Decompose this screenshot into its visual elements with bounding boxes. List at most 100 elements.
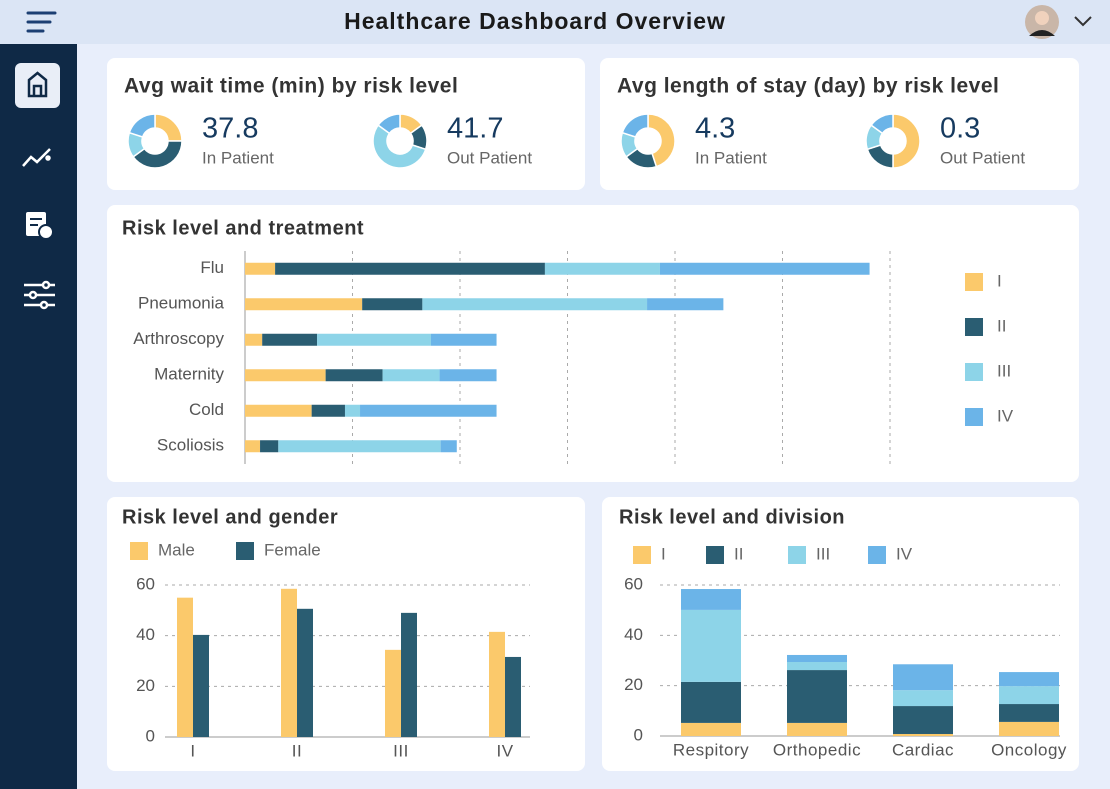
home-icon bbox=[27, 71, 48, 98]
y-tick-label: 0 bbox=[146, 726, 155, 745]
legend-swatch bbox=[965, 273, 983, 291]
donut-segment bbox=[621, 113, 649, 138]
y-tick-label: 20 bbox=[136, 676, 155, 695]
legend-swatch bbox=[868, 546, 886, 564]
y-tick-label: Scoliosis bbox=[157, 436, 224, 455]
user-menu[interactable] bbox=[1025, 5, 1092, 39]
legend-swatch bbox=[236, 542, 254, 560]
bar bbox=[999, 704, 1059, 722]
card-title: Avg wait time (min) by risk level bbox=[124, 75, 458, 98]
bar-segment bbox=[362, 298, 423, 311]
y-tick-label: Maternity bbox=[154, 365, 224, 384]
nav-home[interactable] bbox=[15, 63, 60, 108]
analytics-dot bbox=[45, 155, 51, 161]
legend-label: IV bbox=[997, 406, 1014, 425]
kpi-card bbox=[600, 58, 1079, 190]
x-tick-label: I bbox=[190, 741, 195, 760]
bar-segment bbox=[647, 298, 724, 311]
legend-label: III bbox=[816, 544, 830, 563]
bar-segment bbox=[440, 440, 457, 453]
card-title: Avg length of stay (day) by risk level bbox=[617, 75, 999, 98]
donut-segment bbox=[377, 113, 401, 135]
chevron bbox=[1074, 16, 1092, 27]
donut-segment bbox=[128, 113, 156, 138]
y-tick-label: 0 bbox=[634, 725, 643, 744]
kpi-label: In Patient bbox=[202, 148, 274, 167]
bar bbox=[681, 722, 741, 736]
bar bbox=[893, 690, 953, 707]
y-tick-label: Pneumonia bbox=[138, 294, 225, 313]
donut-segment bbox=[132, 140, 183, 169]
legend-label: III bbox=[997, 361, 1011, 380]
bar bbox=[893, 706, 953, 734]
y-tick-label: 20 bbox=[624, 675, 643, 694]
x-tick-label: IV bbox=[496, 741, 513, 760]
legend-label: I bbox=[661, 544, 666, 563]
bar-segment bbox=[245, 369, 326, 382]
bar bbox=[505, 656, 521, 737]
nav-settings[interactable] bbox=[24, 280, 55, 310]
bar bbox=[297, 608, 313, 737]
bar-segment bbox=[262, 333, 318, 346]
nav-reports[interactable] bbox=[26, 212, 54, 240]
donut-segment bbox=[892, 113, 921, 169]
bar-segment bbox=[260, 440, 279, 453]
donut-segment bbox=[647, 113, 676, 168]
x-tick-label: II bbox=[292, 741, 302, 760]
kpi-value: 41.7 bbox=[447, 113, 503, 145]
bar-segment bbox=[360, 404, 497, 417]
slider-knob bbox=[28, 290, 38, 300]
kpi-label: In Patient bbox=[695, 148, 767, 167]
legend-label: I bbox=[997, 271, 1002, 290]
analytics-icon bbox=[22, 148, 51, 167]
bar-segment bbox=[317, 333, 431, 346]
legend-swatch bbox=[965, 363, 983, 381]
page-title: Healthcare Dashboard Overview bbox=[344, 8, 726, 34]
kpi-label: Out Patient bbox=[447, 148, 532, 167]
y-tick-label: 60 bbox=[136, 574, 155, 593]
bar bbox=[177, 597, 193, 737]
bar-segment bbox=[382, 369, 440, 382]
kpi-label: Out Patient bbox=[940, 148, 1025, 167]
bar bbox=[787, 722, 847, 736]
legend-label: II bbox=[734, 544, 743, 563]
bar-segment bbox=[278, 440, 441, 453]
donut-segment bbox=[372, 124, 427, 169]
bar bbox=[681, 681, 741, 723]
bar bbox=[681, 609, 741, 682]
donut-segment bbox=[870, 113, 894, 135]
slider-knob bbox=[39, 300, 49, 310]
bar bbox=[999, 672, 1059, 687]
bar-segment bbox=[245, 404, 312, 417]
avatar-face bbox=[1035, 11, 1049, 25]
bar bbox=[385, 649, 401, 737]
legend-label: II bbox=[997, 316, 1006, 335]
legend-swatch bbox=[633, 546, 651, 564]
legend-label: IV bbox=[896, 544, 913, 563]
bar-segment bbox=[439, 369, 497, 382]
chart-title: Risk level and gender bbox=[122, 506, 338, 528]
menu-button[interactable] bbox=[26, 11, 57, 33]
y-tick-label: Arthroscopy bbox=[133, 329, 224, 348]
bar-segment bbox=[344, 404, 361, 417]
y-tick-label: Cold bbox=[189, 400, 224, 419]
legend-swatch bbox=[788, 546, 806, 564]
kpi-value: 37.8 bbox=[202, 113, 258, 145]
bar-segment bbox=[245, 440, 261, 453]
x-tick-label: III bbox=[393, 741, 409, 760]
bar bbox=[787, 670, 847, 723]
kpi-value: 0.3 bbox=[940, 113, 980, 145]
x-tick-label: Orthopedic bbox=[773, 740, 861, 759]
legend-swatch bbox=[965, 318, 983, 336]
bar bbox=[193, 634, 209, 737]
bar bbox=[893, 733, 953, 736]
bar bbox=[401, 612, 417, 737]
legend-swatch bbox=[130, 542, 148, 560]
bar-segment bbox=[311, 404, 345, 417]
sidebar bbox=[0, 44, 77, 789]
clock-icon bbox=[38, 224, 54, 240]
header-bar bbox=[0, 0, 1110, 44]
kpi-card bbox=[107, 58, 585, 190]
nav-analytics[interactable] bbox=[22, 148, 51, 167]
